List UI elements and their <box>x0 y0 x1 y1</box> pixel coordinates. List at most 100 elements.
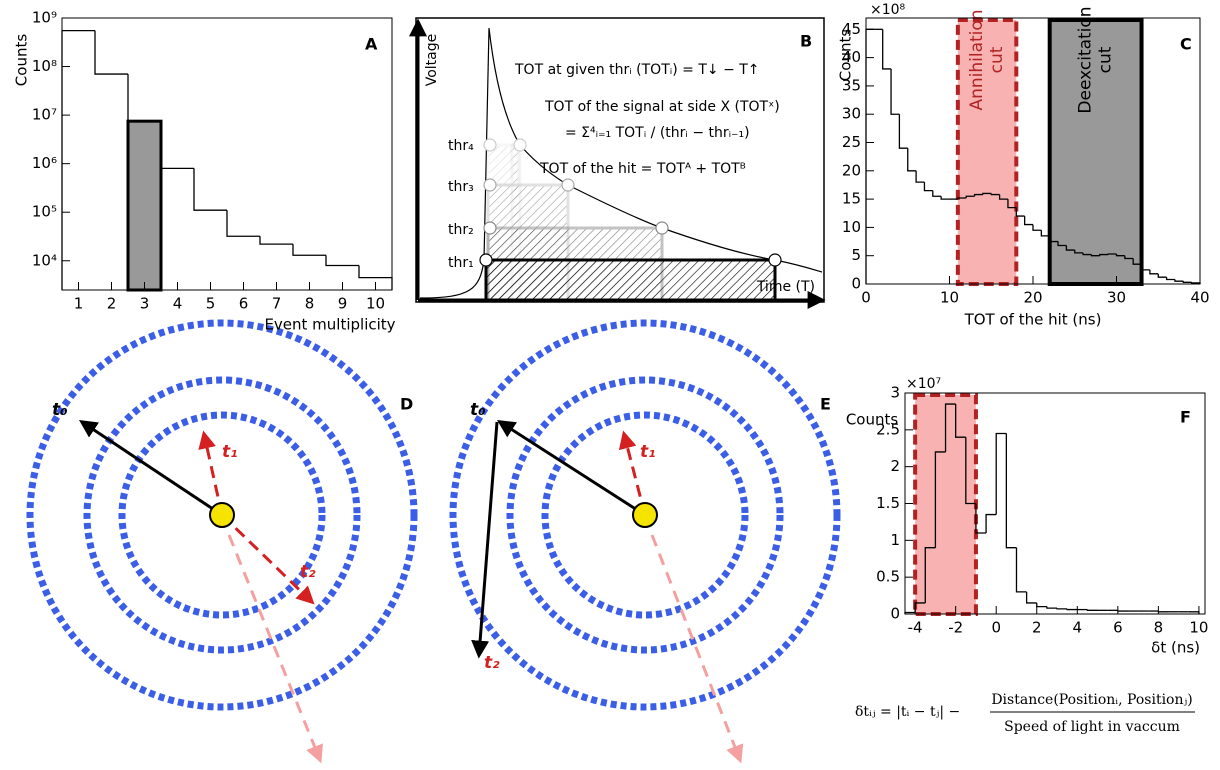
histogram-step <box>1007 199 1017 209</box>
histogram-step <box>932 190 942 197</box>
panel-frame <box>415 17 825 303</box>
histogram-step <box>898 114 908 149</box>
x-axis-label: TOT of the hit (ns) <box>964 311 1102 329</box>
region-label: Deexcitation <box>1076 6 1096 113</box>
tot-box <box>486 143 520 187</box>
panel-label: A <box>365 35 378 54</box>
path <box>198 430 224 516</box>
y-tick-label: 10⁵ <box>32 203 57 221</box>
axis-label: Time (T) <box>756 279 815 295</box>
path <box>79 420 223 517</box>
histogram-step <box>1124 255 1134 260</box>
histogram-step <box>193 168 227 211</box>
histogram-step <box>1015 207 1025 217</box>
histogram-step <box>990 193 1000 196</box>
histogram-step <box>890 68 900 115</box>
panel-b: thr₁ thr₂ thr₃ thr₄ Voltage Time (T) B T… <box>409 17 826 309</box>
panel-d: t₀ t₁ t₂ D <box>26 319 418 764</box>
chart-panel: 0 0.5 1 1.5 2 2.5 3 -4 -2 0 2 4 6 8 10 Counts δt (ns) F ×1… <box>846 376 1209 657</box>
path <box>220 513 315 605</box>
highlight-bar <box>126 119 163 292</box>
histogram-step <box>1090 254 1100 257</box>
panel-label: F <box>1180 408 1191 427</box>
x-tick-label: 20 <box>1023 289 1042 307</box>
y-tick-label: 45 <box>842 20 861 38</box>
y-tick-label: 25 <box>842 133 861 151</box>
x-tick-label: 0 <box>861 289 871 307</box>
histogram-step <box>1099 253 1109 256</box>
threshold-label: thr₁ <box>448 255 474 271</box>
y-tick-label: 10⁹ <box>32 9 57 27</box>
hit-label: t₂ <box>300 562 316 582</box>
histogram-step <box>1149 269 1159 275</box>
y-tick-label: 5 <box>851 246 861 264</box>
histogram-step <box>985 513 997 533</box>
y-tick-label: 2 <box>890 457 900 475</box>
histogram-step <box>1049 235 1059 243</box>
threshold-label: thr₃ <box>448 179 474 195</box>
histogram-step <box>882 29 892 70</box>
histogram-step <box>965 195 975 198</box>
y-tick-label: 40 <box>842 48 861 66</box>
threshold-label: thr₂ <box>448 222 474 238</box>
y-tick-label: 10⁶ <box>32 154 57 172</box>
histogram-step <box>1182 281 1192 283</box>
histogram-step <box>907 148 917 172</box>
histogram-step <box>1056 608 1068 610</box>
y-tick-label: 0 <box>890 605 900 623</box>
histogram-step <box>1157 611 1169 613</box>
x-axis-label: δt (ns) <box>1151 639 1200 657</box>
x-tick-label: 6 <box>1113 619 1123 637</box>
source <box>209 502 235 528</box>
histogram-step <box>1024 216 1033 226</box>
histogram-step <box>1046 606 1058 609</box>
x-tick-label: 30 <box>1107 289 1126 307</box>
histogram-step <box>325 255 359 267</box>
chart-panel: 10⁴ 10⁵ 10⁶ 10⁷ 10⁸ 10⁹ 1 2 3 4 5 6 7 8 9 10 Counts Event… <box>13 9 396 334</box>
histogram-step <box>1015 547 1027 593</box>
chart-panel: Annihilation cut Deexcitation cut0510152025… <box>837 2 1210 329</box>
histogram-step <box>160 121 194 170</box>
histogram-step <box>259 236 293 245</box>
histogram-step <box>915 170 925 183</box>
y-tick-label: 35 <box>842 76 861 94</box>
histogram-step <box>1036 602 1047 608</box>
histogram-step <box>955 404 966 438</box>
cut-region <box>955 18 1019 286</box>
y-tick-label: 10 <box>842 218 861 236</box>
x-tick-label: -2 <box>948 619 963 637</box>
hit-label: t₂ <box>484 653 500 673</box>
region-label: cut <box>1096 46 1116 73</box>
source <box>632 502 658 528</box>
histogram-step <box>1040 230 1050 237</box>
x-tick-label: 10 <box>366 295 385 313</box>
threshold-label: thr₄ <box>448 138 474 154</box>
histogram-step <box>865 28 875 284</box>
x-tick-label: 7 <box>272 295 282 313</box>
y-tick-label: 10⁴ <box>32 251 57 269</box>
hit-label: t₀ <box>470 400 486 420</box>
histogram-step <box>292 244 326 256</box>
path <box>618 430 647 516</box>
histogram-step <box>1165 277 1175 281</box>
y-tick-label: 10⁷ <box>32 106 57 124</box>
histogram-step <box>1174 279 1184 282</box>
plot-frame <box>61 17 393 291</box>
y-tick-label: 15 <box>842 190 861 208</box>
x-tick-label: 8 <box>1154 619 1164 637</box>
y-axis-label: Counts <box>837 29 855 82</box>
cut-region <box>1047 18 1144 286</box>
histogram-step <box>1032 224 1042 231</box>
text-line: TOT of the hit = TOTᴬ + TOTᴮ <box>539 161 746 177</box>
formula-left: δtᵢⱼ = |tᵢ − tⱼ| − <box>855 704 960 720</box>
path <box>496 420 646 517</box>
histogram-step <box>995 432 1007 515</box>
hit-label: t₀ <box>52 400 68 420</box>
tot-box <box>484 258 777 302</box>
histogram-step <box>957 197 967 200</box>
projection <box>227 534 323 764</box>
panel-label: D <box>400 395 413 414</box>
text-line: = Σ⁴ᵢ₌₁ TOTᵢ / (thrᵢ − thrᵢ₋₁) <box>565 125 750 141</box>
x-tick-label: 4 <box>173 295 183 313</box>
